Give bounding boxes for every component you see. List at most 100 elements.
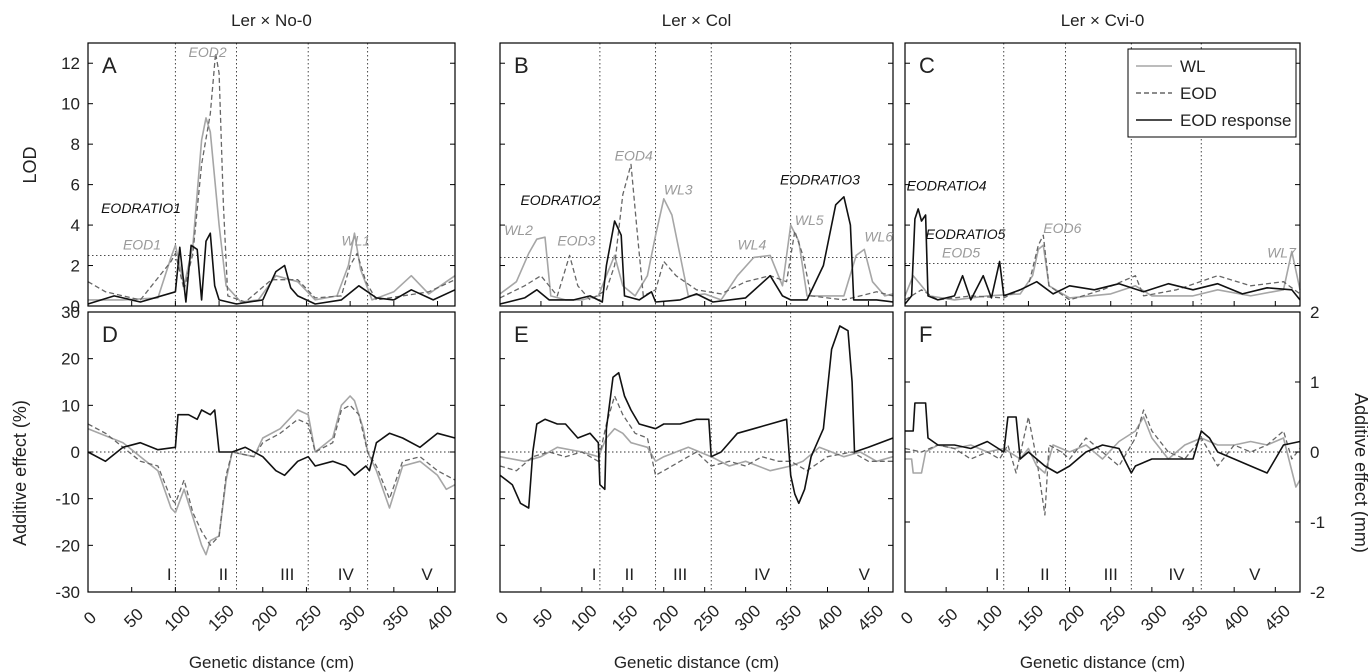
y-tick-label: 8 [71,135,80,154]
x-tick-label: 250 [292,601,325,634]
series-line-eod [499,163,894,301]
y-tick-label: 4 [71,216,80,235]
chromosome-label: IV [338,565,355,584]
panel-frame [87,311,456,593]
qtl-label: EODRATIO4 [907,178,987,194]
chromosome-label: I [592,565,597,584]
y-axis-label-additive-pct: Additive effect (%) [10,400,30,546]
series-line-eod-response [87,409,456,477]
x-tick-label: 250 [690,601,723,634]
chromosome-label: V [1249,565,1261,584]
x-tick-label: 400 [1220,601,1253,634]
series-line-eod [87,52,456,303]
panel-letter: B [514,53,529,78]
qtl-label: WL5 [795,212,824,228]
y-tick-label: 2 [1310,303,1319,322]
y-tick-label: 12 [61,54,80,73]
panel-frame [87,42,456,307]
qtl-label: EOD1 [123,236,161,252]
y-tick-label: 20 [61,350,80,369]
x-tick-label: 100 [973,601,1006,634]
panel-letter: C [919,53,935,78]
qtl-label: EOD2 [188,44,226,60]
x-tick-label: 50 [530,605,557,632]
x-tick-label: 450 [854,601,887,634]
x-tick-label: 0 [897,608,917,628]
qtl-label: WL6 [864,228,893,244]
x-tick-label: 350 [772,601,805,634]
series-line-eod [904,234,1301,301]
panel-a: Ler × No-0 A 0 2 4 6 8 10 12 EOD2 EODRATIO1 EOD1 WL1 [61,11,456,316]
chromosome-label: IV [1169,565,1186,584]
qtl-label: EODRATIO1 [101,200,181,216]
qtl-label: EODRATIO3 [780,172,860,188]
x-tick-label: 0 [80,608,100,628]
chromosome-label: IV [754,565,771,584]
qtl-label: EODRATIO5 [926,226,1006,242]
x-tick-label: 150 [204,601,237,634]
qtl-label: EOD5 [942,244,980,260]
y-tick-label: 30 [61,303,80,322]
x-tick-label: 300 [336,601,369,634]
x-axis-label: Genetic distance (cm) [189,653,354,672]
y-tick-label: 10 [61,95,80,114]
qtl-label: WL2 [504,222,533,238]
x-tick-label: 200 [649,601,682,634]
qtl-label: WL4 [737,236,766,252]
x-tick-label: 200 [1055,601,1088,634]
chromosome-label: III [673,565,687,584]
chromosome-label: I [167,565,172,584]
qtl-label: EOD3 [557,232,595,248]
x-tick-label: 400 [813,601,846,634]
panel-letter: D [102,322,118,347]
y-tick-label: -2 [1310,583,1325,602]
x-axis-label: Genetic distance (cm) [1020,653,1185,672]
y-tick-label: 0 [71,443,80,462]
series-line-wl [87,395,456,556]
qtl-label: EODRATIO2 [520,192,600,208]
y-axis-label-additive-mm: Additive effect (mm) [1351,393,1368,553]
y-tick-label: 2 [71,257,80,276]
x-tick-label: 0 [492,608,512,628]
y-tick-label: 0 [71,297,80,316]
y-tick-label: -1 [1310,513,1325,532]
x-tick-label: 250 [1096,601,1129,634]
series-line-eod-response [87,232,456,305]
chromosome-label: I [995,565,1000,584]
x-tick-label: 400 [423,601,456,634]
legend: WL EOD EOD response [1127,48,1297,138]
y-tick-label: -10 [55,490,80,509]
series-line-eod-response [905,402,1301,474]
x-tick-label: 100 [567,601,600,634]
y-tick-label: 6 [71,176,80,195]
chromosome-label: III [280,565,294,584]
y-tick-label: 0 [1310,443,1319,462]
y-axis-label-lod: LOD [20,146,40,183]
panel-letter: F [919,322,932,347]
x-tick-label: 450 [1261,601,1294,634]
x-tick-label: 300 [1137,601,1170,634]
legend-label-eod: EOD [1180,84,1217,103]
legend-label-wl: WL [1180,57,1206,76]
panel-c: Ler × Cvi-0 C EODRATIO4 EODRATIO5 EOD5 EOD6 WL… [904,11,1301,307]
x-tick-label: 350 [379,601,412,634]
series-line-eod [904,409,1301,516]
series-line-wl [499,427,894,472]
chromosome-label: II [1040,565,1049,584]
panel-title-b: Ler × Col [662,11,731,30]
panel-f: F -2 -1 0 1 2 0 50 100 150 200 250 300 350 400 450 Genet… [897,303,1325,672]
qtl-label: WL3 [664,182,693,198]
panel-letter: E [514,322,529,347]
y-tick-label: -30 [55,583,80,602]
chromosome-label: V [421,565,433,584]
y-tick-label: 1 [1310,373,1319,392]
x-tick-label: 150 [1014,601,1047,634]
x-axis-label: Genetic distance (cm) [614,653,779,672]
x-tick-label: 50 [935,605,962,632]
qtl-label: EOD6 [1043,220,1081,236]
y-tick-label: 10 [61,396,80,415]
panel-e: E 0 50 100 150 200 250 300 350 400 450 Genetic dist… [492,311,894,672]
x-tick-label: 350 [1178,601,1211,634]
